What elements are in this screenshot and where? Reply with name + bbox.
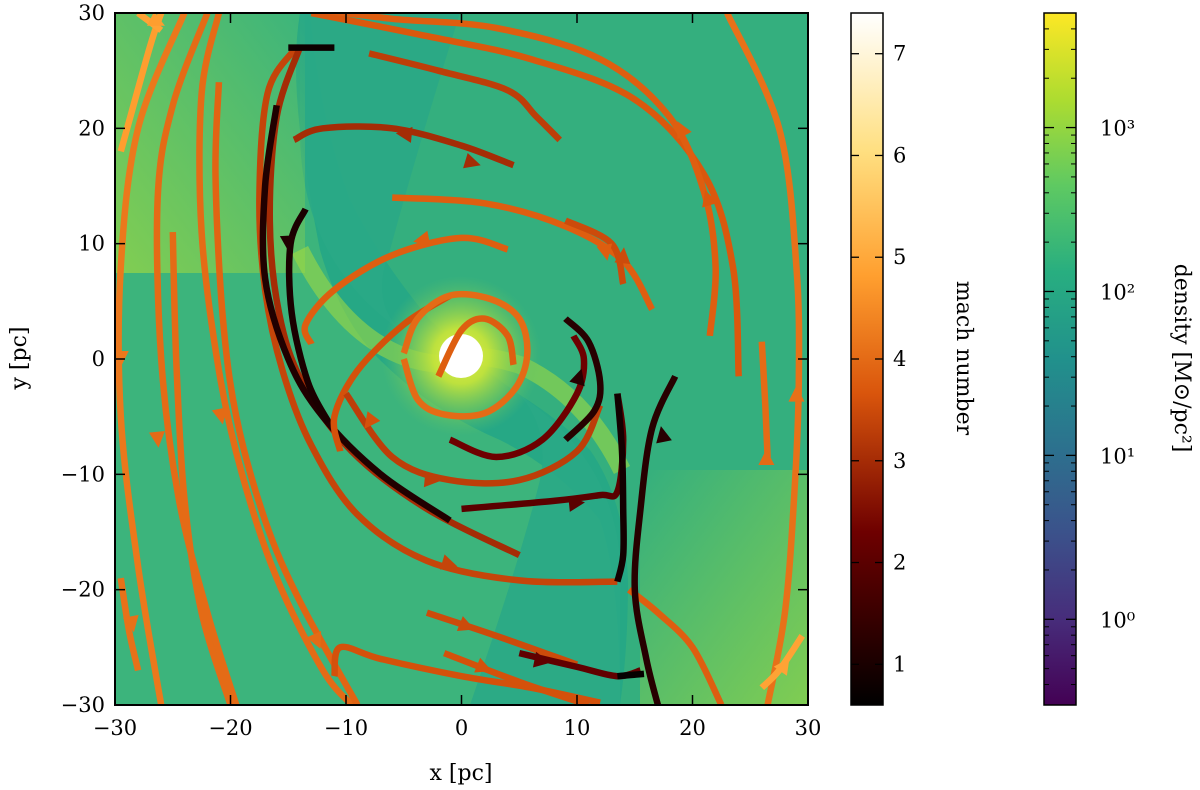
streamline-arrow-8 [463,152,481,169]
streamline-24 [391,194,655,312]
streamline-arrow-6 [279,235,296,252]
streamline-27 [614,393,627,583]
x-tick-label: 20 [679,716,706,740]
streamline-arrow-24 [773,658,790,676]
y-axis-ticks: −30 −20 −10 0 10 20 30 [61,1,808,717]
streamline-6 [212,82,361,705]
streamline-29 [443,650,590,705]
mach-tick-label: 7 [893,42,906,66]
x-tick-label: 10 [564,716,591,740]
density-wedge-right [470,395,621,705]
mach-tick-label: 5 [893,245,906,269]
mach-tick-label: 1 [893,652,906,676]
streamline-17 [343,391,604,487]
density-colorbar: 10⁰ 10¹ 10² 10³ density [M⊙/pc²] [1043,12,1194,706]
streamline-arrow-13 [439,554,458,570]
density-tick-label: 10¹ [1100,444,1135,468]
streamline-arrow-14 [568,496,585,512]
streamline-32 [626,587,725,705]
x-axis-ticks: −30 −20 −10 0 10 20 30 [93,13,822,740]
density-colorbar-fill [1043,12,1077,706]
x-tick-label: −10 [324,716,368,740]
streamline-arrow-12 [569,368,585,387]
y-tick-label: −20 [61,578,105,602]
streamline-arrow-3 [148,430,165,448]
density-wedge-left [300,13,460,330]
streamline-arrow-23 [788,385,805,402]
streamline-arrow-2 [122,614,139,633]
mach-colorbar-label: mach number [951,281,976,436]
streamline-arrow-9 [413,230,431,247]
mach-colorbar-ticks: 1 2 3 4 5 6 7 [851,42,906,676]
streamline-arrow-21 [677,121,692,140]
streamline-arrow-16 [474,657,493,673]
x-tick-label: 0 [455,716,468,740]
streamline-arrows [115,13,805,676]
streamline-31 [617,670,645,680]
y-axis-label: y [pc] [7,327,32,391]
mach-tick-label: 3 [893,449,906,473]
y-tick-label: 10 [78,232,105,256]
streamline-arrow-10 [364,411,381,429]
streamline-arrow-7 [395,126,413,143]
streamline-16 [400,290,531,420]
streamline-13 [285,207,332,424]
y-tick-label: 20 [78,116,105,140]
y-tick-label: 30 [78,1,105,25]
streamline-5 [196,13,355,705]
streamline-36 [759,634,805,691]
mach-colorbar: 1 2 3 4 5 6 7 mach number [850,12,976,706]
streamline-arrow-25 [656,426,672,444]
mach-tick-label: 6 [893,143,906,167]
streamline-arrow-18 [596,243,613,261]
streamline-arrow-19 [614,247,631,264]
density-colorbar-label: density [M⊙/pc²] [1169,264,1194,453]
density-tick-label: 10⁰ [1100,608,1135,632]
streamline-12 [292,123,515,169]
x-tick-label: −20 [208,716,252,740]
streamline-28 [425,609,579,668]
density-colorbar-ticks: 10⁰ 10¹ 10² 10³ [1044,12,1135,706]
streamline-9 [259,104,452,524]
streamline-22 [310,13,742,377]
x-tick-label: 30 [795,716,822,740]
density-tick-label: 10³ [1100,117,1135,141]
y-tick-label: −30 [61,693,105,717]
streamline-arrow-15 [456,616,475,632]
y-tick-label: −10 [61,462,105,486]
x-tick-label: −30 [93,716,137,740]
streamline-arrow-11 [423,471,441,488]
streamline-arrow-4 [211,407,228,425]
x-axis-label: x [pc] [430,761,493,786]
streamline-4 [169,232,234,705]
streamline-20 [563,316,604,443]
streamline-arrow-22 [758,449,775,466]
streamline-3 [153,13,240,705]
streamline-21 [368,50,562,143]
streamlines [115,13,805,705]
streamline-19 [448,334,588,461]
streamline-33 [631,374,679,705]
streamline-23 [318,13,719,337]
mach-tick-label: 4 [893,347,906,371]
streamline-arrow-20 [702,189,718,208]
streamline-arrow-0 [147,13,165,26]
y-tick-label: 0 [92,347,105,371]
streamline-7 [256,48,618,586]
mach-tick-label: 2 [893,551,906,575]
streamline-arrow-17 [532,651,551,668]
streamline-arrow-5 [306,630,322,649]
streamline-35 [758,341,771,458]
streamline-34 [724,13,803,705]
streamline-18 [435,315,517,378]
streamline-1 [115,13,188,705]
streamline-14 [301,234,509,346]
density-tick-label: 10² [1100,280,1135,304]
